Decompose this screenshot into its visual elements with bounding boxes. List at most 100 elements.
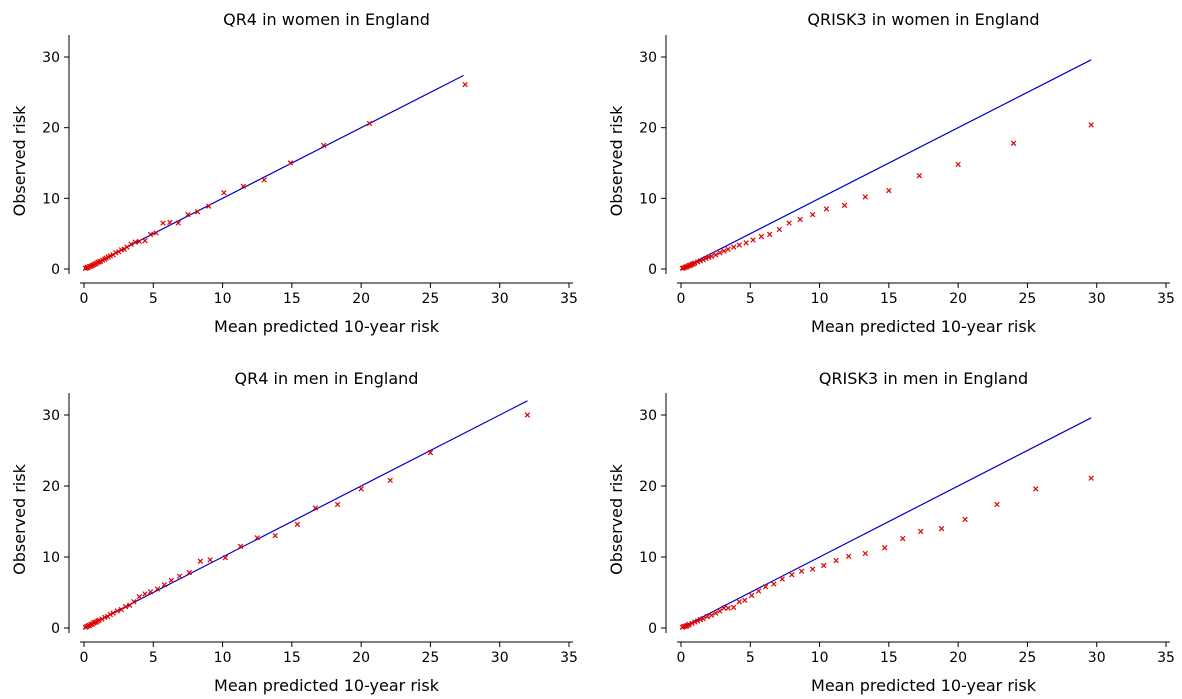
data-point (700, 257, 706, 263)
data-point (730, 244, 737, 250)
data-point (955, 161, 961, 168)
data-point (127, 602, 133, 609)
x-tick-label: 25 (1019, 650, 1037, 666)
data-point (142, 238, 148, 244)
x-tick-label: 10 (811, 650, 829, 666)
data-point (736, 599, 742, 605)
y-tick-label: 30 (42, 50, 60, 66)
x-tick-label: 0 (677, 650, 686, 666)
data-point (115, 248, 122, 255)
data-point (776, 226, 783, 233)
data-point (918, 528, 924, 535)
data-point (122, 603, 129, 610)
data-point (88, 621, 94, 628)
data-point (287, 160, 294, 166)
x-tick-label: 25 (422, 650, 440, 666)
data-point (272, 532, 278, 539)
data-point (294, 521, 301, 528)
data-point (786, 220, 792, 226)
data-point (962, 516, 968, 523)
data-point (916, 172, 923, 179)
x-tick-label: 5 (149, 291, 158, 307)
y-tick-label: 10 (42, 550, 60, 566)
data-point (175, 220, 181, 226)
chart-panel-3: QR4 in men in England 0 10 20 30 0 5 10 15 20 25 30… (10, 369, 578, 695)
chart-panel-4: QRISK3 in men in England 0 10 20 30 0 5 10 15 20 2… (607, 369, 1175, 695)
y-tick-label: 30 (639, 408, 657, 424)
y-tick-label: 20 (639, 121, 657, 137)
data-point (207, 557, 213, 563)
x-axis-label: Mean predicted 10-year risk (214, 676, 440, 695)
data-point (160, 220, 166, 226)
data-point (176, 573, 183, 579)
x-tick-label: 30 (491, 291, 509, 307)
data-point (743, 240, 749, 246)
y-tick-label: 30 (639, 50, 657, 66)
chart-panel-2: QRISK3 in women in England 0 10 20 30 0 5 10 15 2… (607, 10, 1175, 336)
y-tick-label: 20 (42, 121, 60, 137)
data-point (862, 550, 869, 557)
data-point (704, 613, 711, 620)
data-point (708, 612, 715, 618)
data-point (823, 206, 830, 212)
x-tick-label: 25 (1019, 291, 1037, 307)
data-point (766, 231, 773, 238)
x-tick-label: 30 (1088, 291, 1106, 307)
data-point (886, 187, 892, 194)
y-tick-label: 30 (42, 408, 60, 424)
data-point (750, 237, 756, 243)
data-point (717, 608, 723, 614)
data-point (712, 252, 719, 258)
data-point (821, 562, 827, 569)
data-point (358, 486, 364, 492)
y-tick-label: 10 (639, 550, 657, 566)
data-point (124, 244, 130, 250)
reference-line (83, 74, 464, 270)
data-point (845, 553, 852, 560)
data-point (938, 525, 945, 532)
data-point (147, 589, 154, 595)
data-point (748, 592, 755, 599)
data-point (762, 584, 769, 590)
data-point (708, 253, 715, 260)
reference-line (83, 400, 528, 629)
reference-line (680, 59, 1092, 270)
data-point (167, 219, 173, 226)
data-point (387, 477, 393, 484)
y-axis-label: Observed risk (10, 105, 29, 216)
data-point (1033, 486, 1039, 492)
data-point (366, 120, 373, 127)
y-axis-label: Observed risk (10, 463, 29, 574)
data-point (694, 618, 701, 624)
chart-title: QRISK3 in men in England (819, 369, 1028, 388)
x-tick-label: 15 (283, 291, 301, 307)
data-point (721, 248, 727, 254)
data-point (427, 449, 434, 456)
y-tick-label: 10 (42, 191, 60, 207)
x-tick-label: 5 (746, 291, 755, 307)
data-point (136, 594, 143, 600)
y-axis-label: Observed risk (607, 105, 626, 216)
data-point (736, 242, 742, 248)
y-tick-label: 10 (639, 191, 657, 207)
data-point (334, 501, 341, 508)
chart-title: QR4 in women in England (223, 10, 430, 29)
x-tick-label: 15 (880, 650, 898, 666)
data-point (881, 545, 888, 551)
data-point (147, 231, 154, 238)
x-tick-label: 30 (491, 650, 509, 666)
data-point (99, 616, 105, 622)
data-point (240, 183, 247, 190)
x-tick-label: 20 (949, 291, 967, 307)
data-point (700, 616, 706, 622)
x-tick-label: 5 (746, 650, 755, 666)
x-tick-label: 35 (1157, 650, 1175, 666)
data-point (797, 216, 803, 223)
data-point (462, 81, 468, 88)
data-point (779, 576, 785, 582)
x-tick-label: 0 (677, 291, 686, 307)
x-tick-label: 15 (283, 650, 301, 666)
data-point (994, 501, 1000, 508)
x-tick-label: 30 (1088, 650, 1106, 666)
